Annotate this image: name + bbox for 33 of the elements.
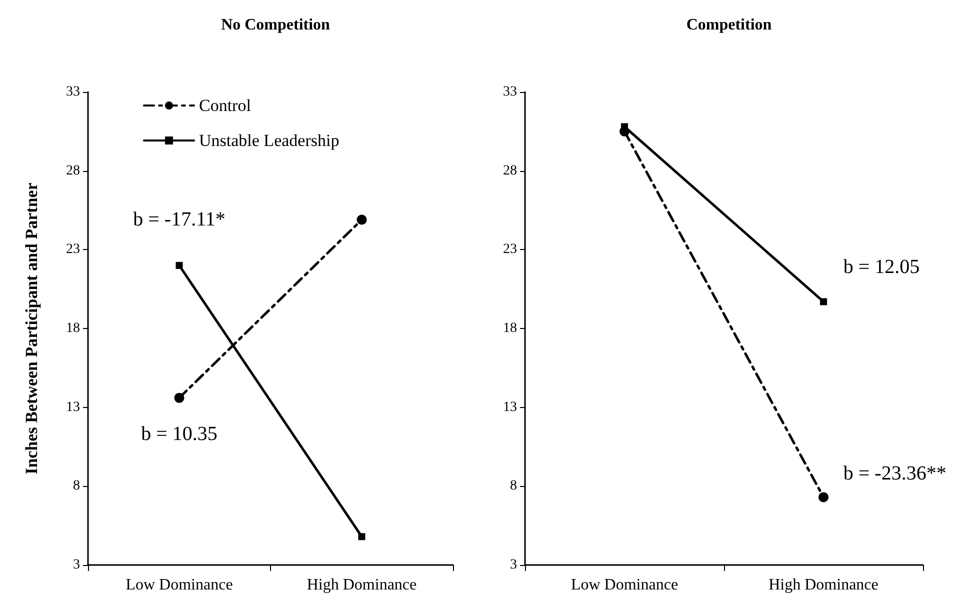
legend-label: Unstable Leadership (199, 131, 340, 150)
x-tick-label: Low Dominance (570, 576, 678, 594)
y-tick-label: 8 (73, 478, 80, 494)
y-axis-title: Inches Between Participant and Partner (22, 182, 41, 474)
y-tick-label: 18 (503, 321, 517, 336)
y-tick-label: 23 (503, 242, 517, 258)
point (174, 392, 184, 403)
x-tick-label: Low Dominance (126, 576, 233, 594)
point (358, 533, 366, 540)
x-tick-label: High Dominance (306, 576, 417, 594)
x-tick-label: High Dominance (768, 576, 878, 594)
y-tick-label: 3 (510, 558, 517, 572)
y-tick-label: 3 (73, 558, 80, 572)
annotation: b = -23.36** (843, 462, 946, 485)
y-tick-label: 8 (510, 478, 517, 494)
annotation: b = 12.05 (843, 256, 920, 278)
annotation: b = 10.35 (141, 422, 218, 445)
point (818, 492, 828, 502)
y-tick-label: 23 (66, 242, 80, 258)
y-tick-label: 28 (503, 163, 517, 178)
y-tick-label: 33 (503, 84, 517, 100)
y-tick-label: 33 (66, 84, 80, 100)
legend-label: Control (199, 96, 252, 115)
chart-title: No Competition (221, 16, 330, 34)
point (820, 298, 827, 306)
y-tick-label: 28 (66, 163, 80, 178)
annotation: b = -17.11* (133, 208, 226, 231)
y-tick-label: 18 (66, 321, 80, 336)
chart-title: Competition (686, 16, 772, 34)
y-tick-label: 13 (503, 400, 517, 415)
point (356, 214, 367, 225)
point (176, 262, 183, 269)
y-tick-label: 13 (66, 400, 80, 415)
